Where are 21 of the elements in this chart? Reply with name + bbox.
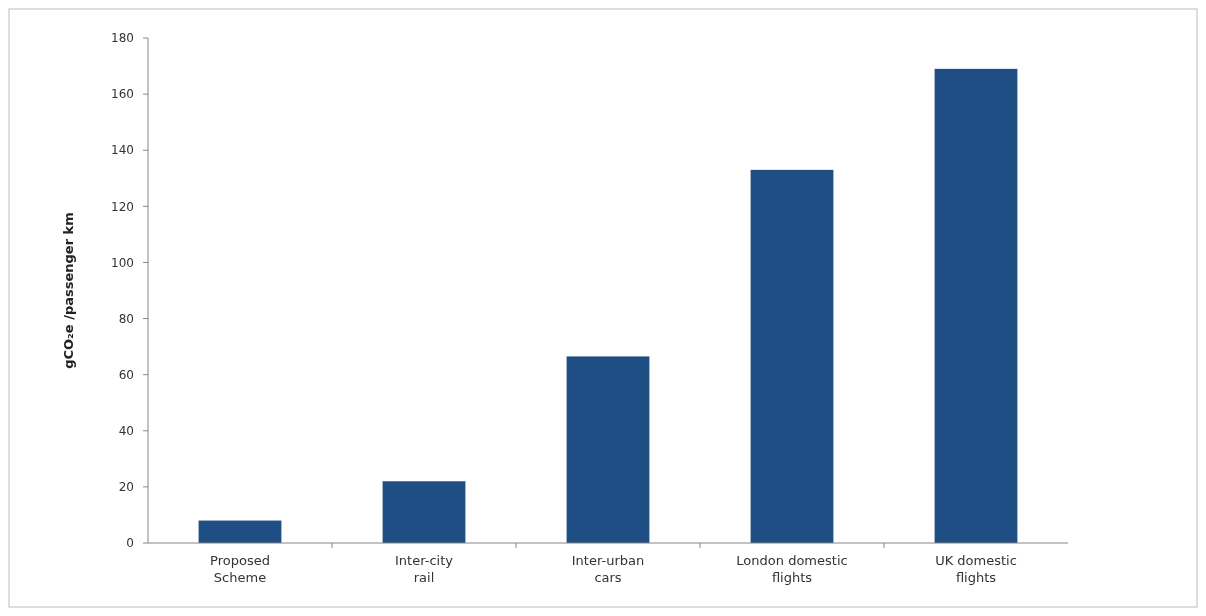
y-tick-label: 20 (118, 480, 134, 495)
y-tick-label: 60 (118, 367, 134, 382)
y-tick-label: 40 (118, 423, 134, 438)
bar (750, 169, 834, 543)
bar (382, 481, 466, 543)
bar (566, 356, 650, 543)
y-tick-label: 140 (111, 143, 134, 158)
y-tick-label: 180 (111, 31, 134, 46)
x-tick-label: London domestic flights (736, 553, 848, 585)
x-tick-label: UK domestic flights (935, 553, 1017, 585)
x-tick-label: Proposed Scheme (210, 553, 270, 585)
y-tick-label: 100 (111, 255, 134, 270)
y-tick-label: 80 (118, 311, 134, 326)
bar (934, 68, 1018, 543)
y-axis-title: gCO₂e /passenger km (61, 212, 76, 369)
y-tick-label: 160 (111, 87, 134, 102)
y-tick-label: 120 (111, 199, 134, 214)
x-tick-label: Inter-urban cars (571, 553, 645, 585)
x-tick-label: Inter-city rail (395, 553, 454, 585)
bar (198, 520, 282, 543)
y-tick-label: 0 (126, 536, 134, 551)
